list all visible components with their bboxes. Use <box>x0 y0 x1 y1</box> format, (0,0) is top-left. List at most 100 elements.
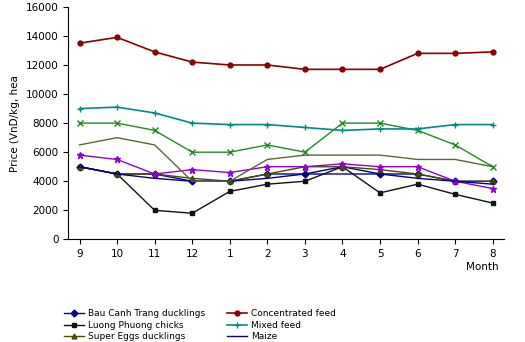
Muscovy ducklings <box>377 165 383 169</box>
Maize <box>76 165 82 169</box>
Super Eggs ducklings <box>114 172 120 176</box>
Paddy <box>114 136 120 140</box>
Bau Canh Trang ducklings <box>339 165 345 169</box>
Local chicks <box>302 150 308 154</box>
Local chicks <box>377 121 383 125</box>
Bau Canh Trang ducklings <box>76 165 82 169</box>
Paddy <box>490 165 496 169</box>
Local chicks <box>114 121 120 125</box>
Concentrated feed <box>76 41 82 45</box>
Paddy <box>339 153 345 157</box>
Line: Luong Phuong chicks: Luong Phuong chicks <box>77 164 495 216</box>
Legend: Bau Canh Trang ducklings, Luong Phuong chicks, Super Eggs ducklings, Local chick: Bau Canh Trang ducklings, Luong Phuong c… <box>64 309 335 342</box>
Mixed feed <box>227 122 233 127</box>
Luong Phuong chicks <box>264 182 270 186</box>
Maize <box>152 176 158 181</box>
Muscovy ducklings <box>114 157 120 161</box>
Super Eggs ducklings <box>227 179 233 183</box>
Super Eggs ducklings <box>189 176 195 181</box>
Luong Phuong chicks <box>490 201 496 205</box>
Bau Canh Trang ducklings <box>452 179 458 183</box>
Line: Maize: Maize <box>79 167 493 184</box>
Paddy <box>302 153 308 157</box>
Mixed feed <box>490 122 496 127</box>
Luong Phuong chicks <box>339 165 345 169</box>
Concentrated feed <box>264 63 270 67</box>
Luong Phuong chicks <box>227 189 233 194</box>
Muscovy ducklings <box>227 171 233 175</box>
Luong Phuong chicks <box>452 192 458 196</box>
Super Eggs ducklings <box>490 179 496 183</box>
Super Eggs ducklings <box>302 165 308 169</box>
Bau Canh Trang ducklings <box>189 179 195 183</box>
Concentrated feed <box>490 50 496 54</box>
Maize <box>490 182 496 186</box>
Maize <box>302 172 308 176</box>
Concentrated feed <box>189 60 195 64</box>
Line: Local chicks: Local chicks <box>77 120 496 170</box>
Luong Phuong chicks <box>377 191 383 195</box>
Maize <box>189 179 195 183</box>
Muscovy ducklings <box>189 168 195 172</box>
Mixed feed <box>377 127 383 131</box>
Local chicks <box>339 121 345 125</box>
Muscovy ducklings <box>339 162 345 166</box>
Super Eggs ducklings <box>152 172 158 176</box>
Mixed feed <box>414 127 421 131</box>
Super Eggs ducklings <box>452 179 458 183</box>
Local chicks <box>227 150 233 154</box>
Muscovy ducklings <box>490 186 496 190</box>
Luong Phuong chicks <box>76 165 82 169</box>
Luong Phuong chicks <box>414 182 421 186</box>
Muscovy ducklings <box>302 165 308 169</box>
Local chicks <box>76 121 82 125</box>
Muscovy ducklings <box>264 165 270 169</box>
Line: Muscovy ducklings: Muscovy ducklings <box>77 152 496 192</box>
Muscovy ducklings <box>152 172 158 176</box>
Y-axis label: Price (VnD/kg, hea: Price (VnD/kg, hea <box>10 75 20 172</box>
Maize <box>227 179 233 183</box>
Luong Phuong chicks <box>114 172 120 176</box>
Mixed feed <box>114 105 120 109</box>
Bau Canh Trang ducklings <box>414 172 421 176</box>
Maize <box>377 172 383 176</box>
Luong Phuong chicks <box>152 208 158 212</box>
Concentrated feed <box>452 51 458 55</box>
Concentrated feed <box>414 51 421 55</box>
Mixed feed <box>264 122 270 127</box>
Concentrated feed <box>227 63 233 67</box>
Paddy <box>452 157 458 161</box>
Paddy <box>414 157 421 161</box>
Muscovy ducklings <box>76 153 82 157</box>
Mixed feed <box>339 128 345 132</box>
Maize <box>339 172 345 176</box>
Paddy <box>377 153 383 157</box>
Super Eggs ducklings <box>76 165 82 169</box>
Paddy <box>76 143 82 147</box>
Bau Canh Trang ducklings <box>114 172 120 176</box>
Local chicks <box>152 128 158 132</box>
Local chicks <box>452 143 458 147</box>
Line: Concentrated feed: Concentrated feed <box>77 35 495 72</box>
Luong Phuong chicks <box>189 211 195 215</box>
Local chicks <box>414 128 421 132</box>
Maize <box>264 176 270 181</box>
Bau Canh Trang ducklings <box>152 172 158 176</box>
Paddy <box>227 179 233 183</box>
Local chicks <box>264 143 270 147</box>
Line: Super Eggs ducklings: Super Eggs ducklings <box>77 164 495 184</box>
Concentrated feed <box>302 67 308 71</box>
Concentrated feed <box>114 35 120 39</box>
Muscovy ducklings <box>452 179 458 183</box>
Super Eggs ducklings <box>414 172 421 176</box>
Concentrated feed <box>152 50 158 54</box>
Local chicks <box>189 150 195 154</box>
Bau Canh Trang ducklings <box>264 172 270 176</box>
Text: Month: Month <box>466 262 499 272</box>
Line: Mixed feed: Mixed feed <box>76 104 496 134</box>
Bau Canh Trang ducklings <box>227 179 233 183</box>
Super Eggs ducklings <box>339 165 345 169</box>
Paddy <box>152 143 158 147</box>
Luong Phuong chicks <box>302 179 308 183</box>
Line: Paddy: Paddy <box>79 138 493 181</box>
